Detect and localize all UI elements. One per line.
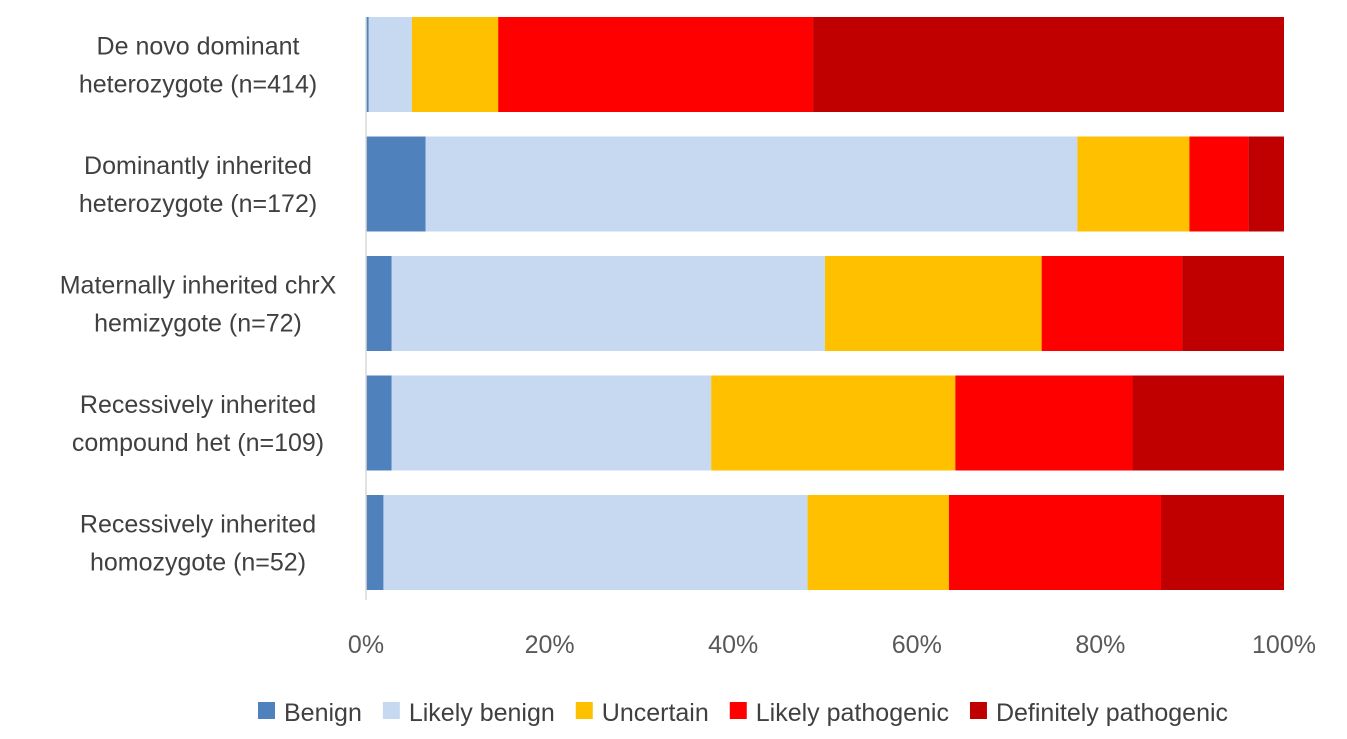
legend-item: Benign <box>258 699 362 727</box>
bar-segment <box>1248 136 1284 232</box>
bar-segment <box>498 17 814 112</box>
category-label-line: De novo dominant <box>97 33 300 61</box>
legend-item: Likely pathogenic <box>729 699 949 727</box>
bar-segment <box>711 375 956 471</box>
bar-segment <box>1160 495 1284 590</box>
category-label-line: hemizygote (n=72) <box>94 310 302 338</box>
legend-swatch <box>575 702 593 719</box>
bar-segment <box>1132 375 1284 471</box>
bar-segment <box>1077 136 1190 232</box>
bars-group <box>366 17 1284 590</box>
bar-segment <box>366 256 392 351</box>
legend-swatch <box>729 702 747 719</box>
bar-segment <box>425 136 1078 232</box>
bar-segment <box>391 375 712 471</box>
legend-label: Definitely pathogenic <box>996 699 1228 727</box>
category-label-line: Recessively inherited <box>80 511 316 539</box>
category-label: De novo dominant heterozygote (n=414) <box>79 33 317 99</box>
x-tick-label: 60% <box>892 631 942 659</box>
x-tick-label: 100% <box>1252 631 1316 659</box>
bar-segment <box>955 375 1133 471</box>
category-labels: De novo dominant heterozygote (n=414) Domi… <box>60 33 337 577</box>
legend-swatch <box>969 702 987 719</box>
bar-segment <box>366 17 369 112</box>
category-label-line: compound het (n=109) <box>72 429 324 457</box>
bar-segment <box>383 495 808 590</box>
bar-segment <box>825 256 1042 351</box>
bar-segment <box>813 17 1284 112</box>
bar-segment <box>391 256 825 351</box>
category-label: Maternally inherited chrX hemizygote (n=7… <box>60 272 337 338</box>
category-label-line: homozygote (n=52) <box>90 549 306 577</box>
bar-segment <box>1189 136 1249 232</box>
bar-segment <box>411 17 499 112</box>
category-label: Recessively inherited homozygote (n=52) <box>80 511 316 577</box>
category-label: Recessively inherited compound het (n=109… <box>72 391 324 457</box>
legend-label: Uncertain <box>602 699 709 727</box>
bar-segment <box>366 495 384 590</box>
legend-swatch <box>258 702 275 719</box>
legend-swatch <box>382 702 400 719</box>
legend-item: Uncertain <box>575 699 709 727</box>
bar-segment <box>948 495 1161 590</box>
bar-segment <box>368 17 412 112</box>
legend-item: Definitely pathogenic <box>969 699 1228 727</box>
category-label-line: heterozygote (n=414) <box>79 71 317 99</box>
category-label: Dominantly inherited heterozygote (n=172) <box>79 152 317 218</box>
x-tick-label: 80% <box>1075 631 1125 659</box>
category-label-line: Maternally inherited chrX <box>60 272 337 300</box>
legend-item: Likely benign <box>382 699 555 727</box>
x-tick-label: 40% <box>708 631 758 659</box>
bar-segment <box>366 136 426 232</box>
x-axis-tick-labels: 0% 20% 40% 60% 80% 100% <box>348 631 1316 659</box>
bar-segment <box>807 495 949 590</box>
x-tick-label: 0% <box>348 631 384 659</box>
bar-segment <box>1041 256 1183 351</box>
x-tick-label: 20% <box>525 631 575 659</box>
bar-segment <box>366 375 392 471</box>
legend: Benign Likely benign Uncertain Likely patho… <box>258 699 1228 727</box>
legend-label: Benign <box>284 699 362 727</box>
legend-label: Likely benign <box>409 699 555 727</box>
category-label-line: Dominantly inherited <box>84 152 312 180</box>
legend-label: Likely pathogenic <box>756 699 949 727</box>
bar-segment <box>1182 256 1284 351</box>
category-label-line: heterozygote (n=172) <box>79 190 317 218</box>
category-label-line: Recessively inherited <box>80 391 316 419</box>
